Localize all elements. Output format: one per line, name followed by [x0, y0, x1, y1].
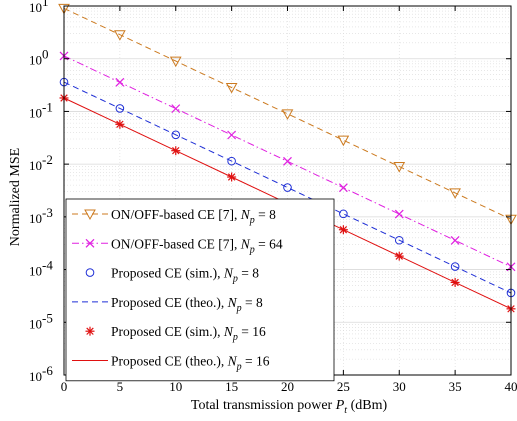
marker-stroke	[115, 77, 125, 87]
x-tick-label: 25	[337, 379, 350, 394]
y-tick-label: 10	[29, 316, 42, 331]
x-tick-label: 15	[225, 379, 238, 394]
legend-label: Proposed CE (theo.), Np = 8	[111, 295, 263, 314]
y-tick-exponent: 0	[42, 47, 49, 62]
y-tick-label: 10	[29, 0, 42, 15]
data-point	[227, 156, 236, 166]
data-point	[450, 262, 460, 271]
y-tick-label: 10	[29, 211, 42, 226]
series-line	[63, 81, 512, 294]
series-4	[63, 81, 512, 294]
legend-label: Proposed CE (theo.), Np = 16	[111, 354, 270, 373]
y-tick-exponent: -5	[42, 310, 53, 325]
x-tick-label: 35	[449, 379, 462, 394]
data-point	[449, 188, 461, 199]
legend-label: ON/OFF-based CE [7], Np = 8	[111, 207, 276, 226]
data-point	[171, 104, 181, 114]
marker-stroke	[338, 183, 348, 193]
marker-stroke	[283, 156, 292, 166]
legend-entry: Proposed CE (sim.), Np = 16	[85, 324, 266, 343]
legend-marker	[85, 326, 95, 336]
y-axis-label: Normalized MSE	[8, 148, 23, 246]
marker-stroke	[86, 327, 94, 335]
legend-label: Proposed CE (sim.), Np = 8	[111, 266, 259, 285]
legend-marker	[85, 268, 95, 277]
data-point	[114, 30, 126, 41]
data-point	[393, 162, 406, 173]
x-tick-label: 20	[281, 379, 294, 394]
y-tick-exponent: -6	[42, 363, 53, 378]
data-point	[115, 77, 125, 87]
legend-entry: Proposed CE (theo.), Np = 16	[72, 354, 270, 373]
x-tick-label: 30	[393, 379, 406, 394]
data-point	[169, 56, 182, 68]
y-tick-exponent: 1	[42, 0, 49, 9]
x-tick-label: 0	[61, 379, 68, 394]
x-tick-label: 5	[117, 379, 124, 394]
data-point	[394, 209, 404, 219]
x-tick-label: 40	[505, 379, 517, 394]
marker-stroke	[450, 236, 460, 245]
axis-ticks: 0 5 10 15 20 25 30 35 4010-610-510-410-310-210-1…	[29, 0, 517, 394]
y-tick-exponent: -4	[42, 258, 53, 273]
legend-entry: Proposed CE (theo.), Np = 8	[72, 295, 263, 314]
legend-box	[65, 198, 335, 382]
y-tick-label: 10	[29, 264, 42, 279]
legend-marker	[85, 238, 95, 248]
legend: ON/OFF-based CE [7], Np = 8 ON/OFF-based …	[65, 198, 335, 382]
legend-entry: ON/OFF-based CE [7], Np = 64	[72, 236, 283, 255]
data-point	[58, 3, 70, 15]
y-tick-exponent: -1	[42, 99, 53, 114]
y-tick-label: 10	[29, 53, 42, 68]
y-tick-label: 10	[29, 105, 42, 120]
data-point	[450, 236, 460, 245]
marker-stroke	[85, 238, 95, 248]
data-point	[225, 82, 238, 94]
data-point	[283, 183, 292, 192]
marker-stroke	[394, 209, 404, 219]
y-tick-label: 10	[29, 158, 42, 173]
grid	[64, 6, 511, 375]
y-tick-exponent: -3	[42, 205, 53, 220]
x-tick-label: 10	[169, 379, 182, 394]
series-line	[63, 7, 512, 220]
y-tick-label: 10	[29, 369, 42, 384]
data-point	[394, 235, 404, 245]
legend-entry: ON/OFF-based CE [7], Np = 8	[72, 207, 276, 226]
data-point	[283, 156, 292, 166]
data-point	[227, 130, 237, 140]
series-2	[59, 51, 516, 272]
data-point	[115, 104, 125, 113]
legend-entry: Proposed CE (sim.), Np = 8	[85, 266, 259, 285]
marker-stroke	[171, 104, 181, 114]
marker-stroke	[227, 130, 237, 140]
data-point	[171, 130, 181, 140]
legend-label: Proposed CE (sim.), Np = 16	[111, 324, 266, 343]
data-point	[338, 183, 348, 193]
legend-label: ON/OFF-based CE [7], Np = 64	[111, 236, 283, 255]
x-axis-label: Total transmission power Pt (dBm)	[191, 398, 388, 416]
data-point	[339, 209, 348, 219]
y-tick-exponent: -2	[42, 152, 53, 167]
data-point	[281, 109, 294, 120]
data-point	[337, 135, 350, 147]
legend-marker	[84, 209, 96, 221]
